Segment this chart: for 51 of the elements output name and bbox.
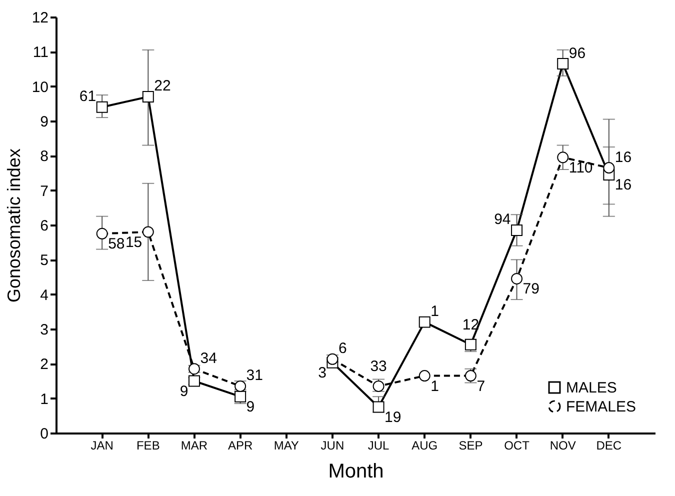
y-tick-label: 7 — [40, 182, 48, 200]
x-axis-title: Month — [328, 460, 384, 482]
y-tick-label: 2 — [40, 356, 48, 374]
annotation: 9 — [246, 398, 255, 416]
annotation: 15 — [125, 234, 142, 251]
annotation: 79 — [522, 280, 540, 298]
annotation: 7 — [476, 378, 486, 395]
x-tick-label: JAN — [90, 438, 114, 452]
legend-label: MALES — [566, 380, 617, 396]
x-tick-label: FEB — [136, 438, 160, 452]
y-tick-label: 8 — [40, 148, 48, 166]
annotation: 16 — [614, 176, 632, 194]
annotation: 34 — [200, 350, 217, 367]
annotation: 58 — [108, 236, 125, 253]
y-tick-label: 4 — [40, 286, 48, 304]
y-tick-label: 0 — [40, 426, 48, 442]
y-tick-label: 6 — [40, 218, 48, 234]
x-tick-label: OCT — [504, 438, 530, 452]
y-axis-title: Gonosomatic index — [4, 148, 24, 303]
x-tick-label: MAR — [180, 438, 208, 452]
x-tick-label: JUL — [368, 438, 390, 452]
annotation: 110 — [568, 159, 593, 176]
y-tick-label: 9 — [40, 114, 48, 130]
annotation: 1 — [430, 303, 439, 320]
y-tick-label: 3 — [40, 322, 48, 338]
annotation: 16 — [614, 148, 632, 166]
x-tick-label: DEC — [596, 438, 622, 452]
y-tick-label: 5 — [40, 252, 48, 270]
annotation: 31 — [246, 367, 263, 384]
x-tick-label: MAY — [274, 438, 299, 452]
y-tick-label: 11 — [32, 44, 48, 62]
annotation: 3 — [318, 364, 326, 382]
x-tick-label: JUN — [320, 438, 344, 452]
annotation: 33 — [370, 358, 387, 376]
x-tick-label: APR — [228, 438, 253, 452]
annotation: 19 — [384, 409, 402, 426]
y-tick-label: 1 — [40, 390, 48, 408]
annotation: 22 — [154, 78, 171, 95]
x-tick-label: SEP — [458, 438, 483, 452]
annotation: 6 — [338, 340, 347, 358]
annotation: 12 — [462, 316, 480, 334]
annotation: 9 — [180, 383, 188, 400]
annotation: 96 — [568, 44, 586, 62]
y-tick-label: 10 — [32, 78, 48, 96]
annotation: 1 — [430, 378, 439, 395]
x-tick-label: NOV — [550, 438, 576, 452]
y-tick-label: 12 — [32, 10, 48, 26]
annotation: 61 — [79, 88, 96, 106]
annotation: 94 — [494, 211, 511, 228]
x-tick-label: AUG — [412, 438, 438, 452]
legend-label: FEMALES — [566, 398, 636, 416]
